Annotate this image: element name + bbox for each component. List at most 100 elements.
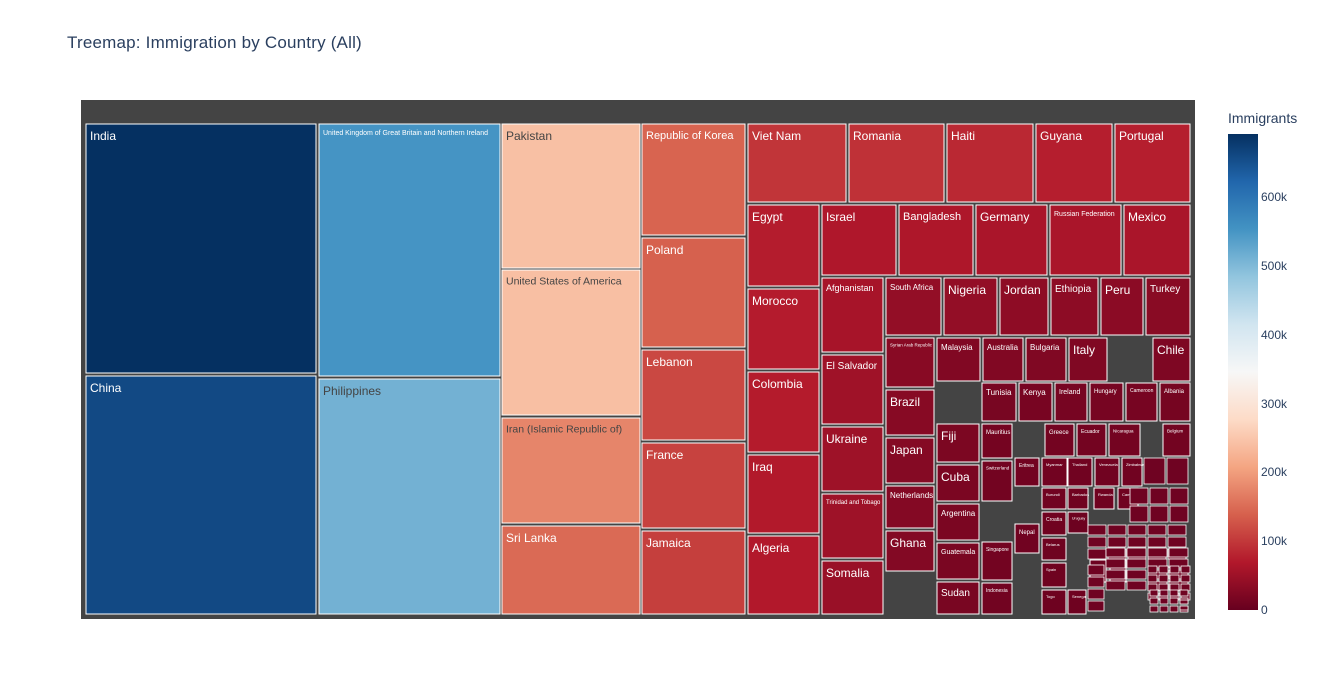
treemap-tile[interactable]: Zimbabwe [1121, 457, 1145, 487]
treemap-tile[interactable]: Kenya [1018, 382, 1053, 422]
treemap-tile[interactable]: Myanmar [1041, 457, 1068, 487]
treemap-small-tile[interactable] [1087, 576, 1105, 588]
treemap-tile-rect[interactable] [981, 582, 1013, 615]
treemap-small-tile[interactable] [1169, 605, 1179, 613]
treemap-tile-rect[interactable] [1049, 204, 1122, 276]
treemap-tile-rect[interactable] [747, 454, 820, 534]
treemap-tile-rect[interactable] [1054, 382, 1088, 422]
treemap-small-tile[interactable] [1143, 457, 1166, 485]
treemap-tile[interactable]: Bulgaria [1025, 337, 1067, 382]
treemap-tile-rect[interactable] [999, 277, 1049, 336]
treemap-tile[interactable]: Ireland [1054, 382, 1088, 422]
treemap-tile-rect[interactable] [1162, 423, 1191, 457]
treemap-tile-rect[interactable] [1068, 337, 1108, 382]
treemap-small-tile[interactable] [1169, 565, 1180, 574]
treemap-small-tile[interactable] [1149, 597, 1159, 605]
treemap-tile[interactable]: Mexico [1123, 204, 1191, 276]
treemap-tile[interactable]: Greece [1044, 423, 1075, 457]
treemap-tile-rect[interactable] [747, 123, 847, 203]
treemap-tile-rect[interactable] [1094, 457, 1120, 487]
treemap-small-tile[interactable] [1180, 574, 1191, 583]
treemap-tile-rect[interactable] [1121, 457, 1143, 487]
treemap-small-tile[interactable] [1147, 565, 1158, 574]
treemap-small-tile[interactable] [1169, 505, 1189, 523]
treemap-small-tile[interactable] [1105, 547, 1126, 558]
treemap-tile[interactable]: Mauritius [981, 423, 1013, 459]
treemap-tile-rect[interactable] [1044, 423, 1075, 457]
treemap-tile-rect[interactable] [747, 288, 820, 370]
treemap-tile[interactable]: Somalia [821, 560, 884, 615]
treemap-tile[interactable]: Israel [821, 204, 897, 276]
treemap-tile-rect[interactable] [982, 337, 1024, 382]
treemap-tile[interactable]: South Africa [885, 277, 942, 336]
treemap-tile[interactable]: United Kingdom of Great Britain and Nort… [318, 123, 501, 377]
treemap-tile-rect[interactable] [975, 204, 1048, 276]
treemap-tile-rect[interactable] [1041, 457, 1068, 487]
treemap-tile-rect[interactable] [1041, 511, 1067, 536]
treemap-tile-rect[interactable] [936, 581, 980, 615]
treemap-small-tile[interactable] [1149, 589, 1159, 597]
treemap-tile-rect[interactable] [1041, 537, 1067, 561]
treemap-small-tile[interactable] [1126, 569, 1147, 580]
treemap-tile[interactable]: Switzerland [981, 460, 1013, 502]
treemap-small-tile[interactable] [1167, 524, 1187, 536]
treemap-tile-rect[interactable] [641, 123, 746, 236]
treemap-tile[interactable]: Russian Federation [1049, 204, 1122, 276]
treemap-tile[interactable]: Ghana [885, 530, 935, 572]
treemap-tile-rect[interactable] [821, 204, 897, 276]
treemap-tile[interactable]: Japan [885, 437, 935, 484]
treemap-tile-rect[interactable] [1152, 337, 1191, 382]
treemap-small-tile[interactable] [1169, 574, 1180, 583]
treemap-small-tile[interactable] [1147, 524, 1167, 536]
treemap-tile-rect[interactable] [1067, 589, 1087, 615]
treemap-tile[interactable]: Afghanistan [821, 277, 884, 353]
treemap-small-tile[interactable] [1166, 457, 1189, 485]
treemap-tile[interactable]: Sri Lanka [501, 525, 641, 615]
treemap-tile-rect[interactable] [885, 485, 935, 529]
treemap-small-tile[interactable] [1167, 536, 1187, 548]
treemap-tile-rect[interactable] [318, 378, 501, 615]
treemap-tile-rect[interactable] [936, 542, 980, 580]
treemap-small-tile[interactable] [1159, 589, 1169, 597]
treemap-tile[interactable]: Ecuador [1076, 423, 1107, 457]
treemap-tile-rect[interactable] [1041, 562, 1067, 588]
treemap-tile-rect[interactable] [1035, 123, 1113, 203]
treemap-tile[interactable]: Jamaica [641, 530, 746, 615]
treemap-tile[interactable]: Haiti [946, 123, 1034, 203]
treemap-tile[interactable]: Portugal [1114, 123, 1191, 203]
treemap-tile[interactable]: Albania [1159, 382, 1191, 422]
treemap-tile[interactable]: Netherlands [885, 485, 935, 529]
treemap-small-tile[interactable] [1159, 597, 1169, 605]
treemap-small-tile[interactable] [1087, 524, 1107, 536]
treemap-tile[interactable]: Rwanda [1093, 487, 1115, 510]
treemap-small-tile[interactable] [1105, 558, 1126, 569]
treemap-tile[interactable]: China [85, 375, 317, 615]
treemap-small-tile[interactable] [1087, 548, 1107, 560]
treemap-tile-rect[interactable] [885, 389, 935, 436]
treemap-tile-rect[interactable] [747, 204, 820, 287]
treemap-small-tile[interactable] [1126, 558, 1147, 569]
treemap-tile[interactable]: Egypt [747, 204, 820, 287]
treemap-tile-rect[interactable] [981, 460, 1013, 502]
treemap-tile[interactable]: Hungary [1089, 382, 1124, 422]
treemap-tile[interactable]: United States of America [501, 269, 641, 416]
treemap-small-tile[interactable] [1126, 547, 1147, 558]
treemap-tile-rect[interactable] [747, 371, 820, 453]
treemap-tile[interactable]: Uruguay [1067, 511, 1089, 534]
treemap-tile[interactable]: Morocco [747, 288, 820, 370]
treemap-small-tile[interactable] [1087, 600, 1105, 612]
treemap-tile-rect[interactable] [747, 535, 820, 615]
treemap-tile[interactable]: Indonesia [981, 582, 1013, 615]
treemap-tile-rect[interactable] [318, 123, 501, 377]
treemap-tile[interactable]: Australia [982, 337, 1024, 382]
treemap-tile-rect[interactable] [641, 442, 746, 529]
treemap-tile[interactable]: Nepal [1014, 523, 1040, 554]
treemap-tile-rect[interactable] [821, 493, 884, 559]
treemap-small-tile[interactable] [1168, 547, 1189, 558]
treemap-tile-rect[interactable] [501, 525, 641, 615]
treemap-tile-rect[interactable] [1025, 337, 1067, 382]
treemap-tile[interactable]: Singapore [981, 541, 1013, 581]
treemap-tile-rect[interactable] [641, 349, 746, 441]
treemap-tile[interactable]: Barbados [1067, 487, 1089, 510]
treemap-tile-rect[interactable] [1114, 123, 1191, 203]
